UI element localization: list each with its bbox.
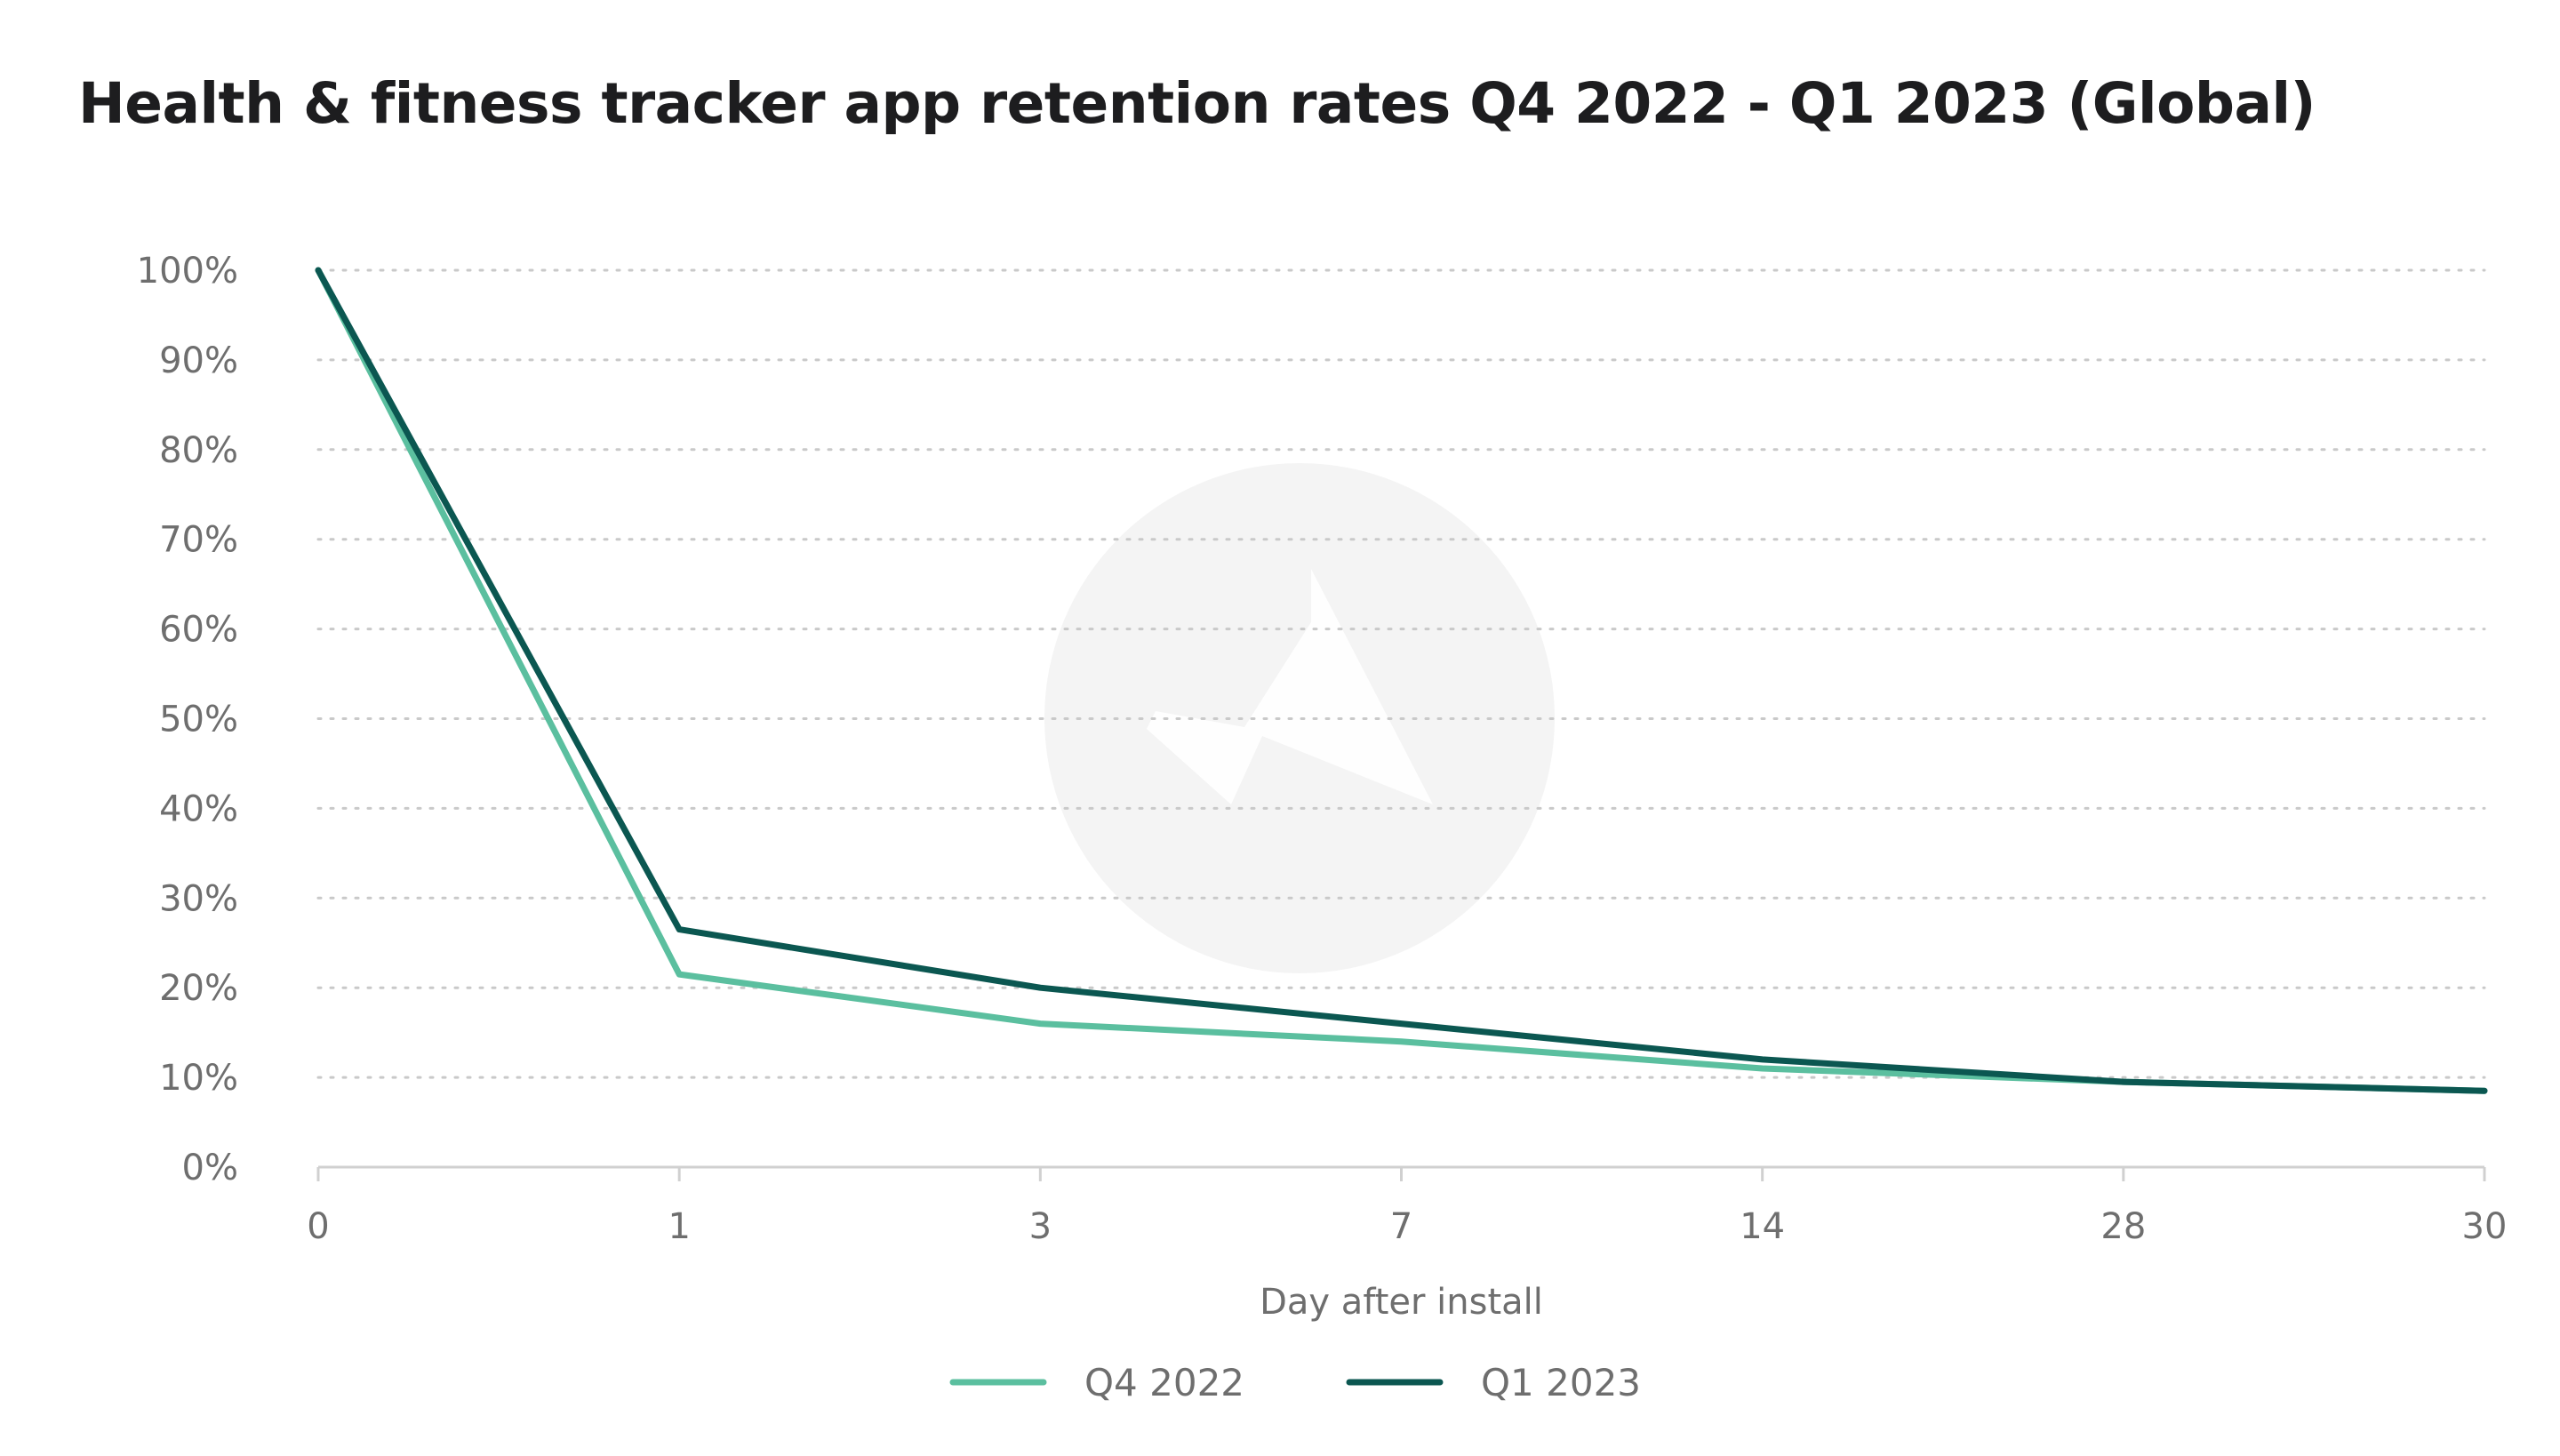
y-tick-label: 10% xyxy=(159,1058,238,1099)
legend-label: Q1 2023 xyxy=(1481,1361,1641,1404)
x-tick-label: 3 xyxy=(1029,1206,1052,1247)
y-tick-label: 20% xyxy=(159,968,238,1009)
x-tick-label: 1 xyxy=(668,1206,690,1247)
y-tick-label: 50% xyxy=(159,700,238,740)
series-line-q1-2023 xyxy=(315,267,2488,1094)
x-axis xyxy=(316,1165,2486,1181)
y-tick-label: 100% xyxy=(137,251,238,292)
y-tick-label: 60% xyxy=(159,610,238,651)
x-tick-label: 0 xyxy=(307,1206,329,1247)
legend: Q4 2022 Q1 2023 xyxy=(949,1361,1641,1404)
y-tick-label: 70% xyxy=(159,520,238,561)
x-tick-label: 30 xyxy=(2462,1206,2508,1247)
x-tick-label: 14 xyxy=(1740,1206,1785,1247)
x-tick-label: 7 xyxy=(1390,1206,1412,1247)
y-axis-tick-labels: 0% 10% 20% 30% 40% 50% 60% 70% 80% 90% 100% xyxy=(137,251,238,1188)
x-tick-label: 28 xyxy=(2100,1206,2146,1247)
y-tick-label: 30% xyxy=(159,878,238,919)
x-axis-tick-labels: 0 1 3 7 14 28 30 xyxy=(307,1206,2507,1247)
series-lines xyxy=(315,267,2488,1094)
chart-title: Health & fitness tracker app retention r… xyxy=(78,71,2316,136)
y-tick-label: 40% xyxy=(159,788,238,829)
x-axis-title: Day after install xyxy=(1260,1282,1543,1323)
legend-label: Q4 2022 xyxy=(1084,1361,1244,1404)
grid-lines xyxy=(316,268,2486,1079)
y-tick-label: 0% xyxy=(182,1148,238,1188)
y-tick-label: 90% xyxy=(159,340,238,381)
adjust-logo-watermark-icon xyxy=(1044,463,1555,973)
y-tick-label: 80% xyxy=(159,430,238,471)
